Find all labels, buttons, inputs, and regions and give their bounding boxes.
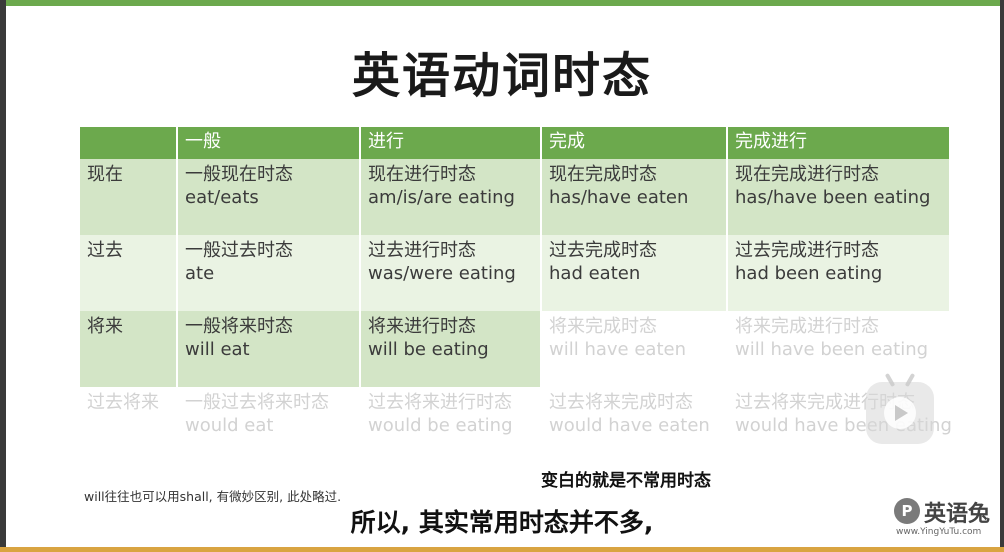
annotation-text: 变白的就是不常用时态	[541, 471, 711, 491]
tense-name: 过去进行时态	[368, 240, 476, 261]
video-subtitle: 所以, 其实常用时态并不多,	[350, 508, 654, 537]
tense-name: 一般过去时态	[185, 240, 293, 261]
tense-form: will have eaten	[549, 339, 686, 360]
tense-cell: 现在完成进行时态 has/have been eating	[726, 159, 949, 235]
play-button[interactable]	[866, 372, 934, 444]
slide-title: 英语动词时态	[351, 48, 652, 104]
tense-name: 现在进行时态	[368, 164, 476, 185]
tense-cell: 过去完成进行时态 had been eating	[726, 235, 949, 311]
tense-form: has/have been eating	[735, 187, 931, 208]
tense-form: was/were eating	[368, 263, 516, 284]
tense-name: 过去将来完成时态	[549, 392, 693, 413]
play-icon	[895, 405, 908, 421]
tense-form: would have eaten	[549, 415, 710, 436]
logo-name: 英语兔	[924, 502, 991, 527]
tense-cell: 一般现在时态 eat/eats	[176, 159, 360, 235]
tense-cell: 过去进行时态 was/were eating	[359, 235, 541, 311]
tense-cell-faded: 过去将来完成时态 would have eaten	[540, 387, 727, 463]
tense-name: 将来完成进行时态	[735, 316, 879, 337]
tense-form: would eat	[185, 415, 274, 436]
tense-name: 将来完成时态	[549, 316, 657, 337]
tense-form: will have been eating	[735, 339, 929, 360]
bottom-progress-bar[interactable]	[0, 547, 1004, 552]
tense-form: had been eating	[735, 263, 883, 284]
tense-form: will be eating	[368, 339, 489, 360]
tense-table: 一般 进行 完成 完成进行 现在 一般现在时态 eat/eats 现在进行时态 am…	[80, 127, 952, 463]
tense-cell-faded: 将来完成时态 will have eaten	[540, 311, 727, 387]
tense-cell: 一般将来时态 will eat	[176, 311, 360, 387]
tense-name: 现在完成时态	[549, 164, 657, 185]
table-row: 将来 一般将来时态 will eat 将来进行时态 will be eating 将…	[80, 311, 949, 387]
tense-name: 过去将来进行时态	[368, 392, 512, 413]
header-simple: 一般	[176, 127, 360, 159]
tense-name: 一般过去将来时态	[185, 392, 329, 413]
tense-form: would be eating	[368, 415, 513, 436]
tense-form: had eaten	[549, 263, 641, 284]
logo-url: www.YingYuTu.com	[896, 527, 982, 537]
tense-cell-faded: 过去将来进行时态 would be eating	[359, 387, 541, 463]
row-label: 现在	[80, 159, 177, 235]
tense-form: am/is/are eating	[368, 187, 515, 208]
logo-badge-icon: P	[894, 498, 920, 524]
table-row: 过去 一般过去时态 ate 过去进行时态 was/were eating 过去完成时…	[80, 235, 949, 311]
row-label: 将来	[80, 311, 177, 387]
tense-cell: 一般过去时态 ate	[176, 235, 360, 311]
tense-cell: 现在完成时态 has/have eaten	[540, 159, 727, 235]
top-accent-bar	[0, 0, 1004, 6]
tense-cell: 现在进行时态 am/is/are eating	[359, 159, 541, 235]
table-header-row: 一般 进行 完成 完成进行	[80, 127, 949, 159]
header-perfect: 完成	[540, 127, 727, 159]
tense-form: will eat	[185, 339, 250, 360]
tense-form: ate	[185, 263, 215, 284]
row-label: 过去	[80, 235, 177, 311]
tense-cell-faded: 将来完成进行时态 will have been eating	[726, 311, 949, 387]
tense-form: has/have eaten	[549, 187, 689, 208]
right-frame-edge	[1000, 0, 1004, 552]
header-corner	[80, 127, 177, 159]
tense-name: 一般现在时态	[185, 164, 293, 185]
tense-cell: 将来进行时态 will be eating	[359, 311, 541, 387]
tense-name: 将来进行时态	[368, 316, 476, 337]
header-perfect-progressive: 完成进行	[726, 127, 949, 159]
footnote: will往往也可以用shall, 有微妙区别, 此处略过.	[84, 489, 342, 504]
tense-name: 现在完成进行时态	[735, 164, 879, 185]
tense-name: 过去完成进行时态	[735, 240, 879, 261]
header-progressive: 进行	[359, 127, 541, 159]
table-row: 过去将来 一般过去将来时态 would eat 过去将来进行时态 would be …	[80, 387, 952, 463]
tense-name: 一般将来时态	[185, 316, 293, 337]
left-frame-edge	[0, 0, 6, 552]
tense-name: 过去完成时态	[549, 240, 657, 261]
table-row: 现在 一般现在时态 eat/eats 现在进行时态 am/is/are eating…	[80, 159, 949, 235]
tense-form: eat/eats	[185, 187, 259, 208]
tense-cell: 过去完成时态 had eaten	[540, 235, 727, 311]
tense-cell-faded: 一般过去将来时态 would eat	[176, 387, 360, 463]
row-label: 过去将来	[80, 387, 177, 463]
watermark-logo: P 英语兔 www.YingYuTu.com	[892, 496, 998, 540]
